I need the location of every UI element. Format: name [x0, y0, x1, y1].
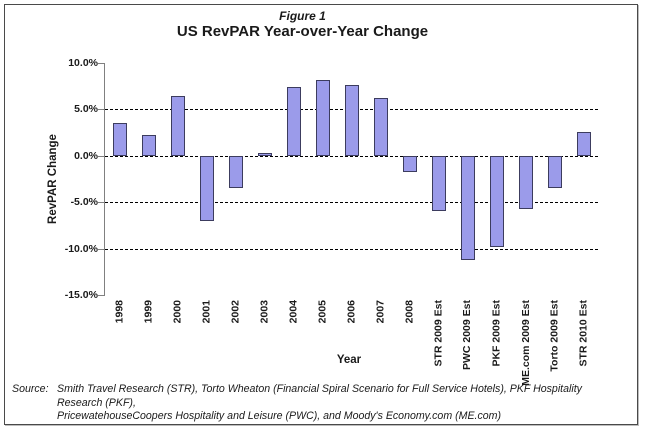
y-axis-tick — [98, 63, 104, 64]
y-axis-title: RevPAR Change — [47, 134, 59, 224]
x-axis-label: 2008 — [403, 300, 416, 324]
x-axis-label: 2005 — [316, 300, 329, 324]
bar-2000 — [170, 95, 185, 156]
x-axis-label: 1999 — [142, 300, 155, 324]
x-axis-label: 2004 — [287, 300, 300, 324]
x-axis-label: 2002 — [229, 300, 242, 324]
x-axis-title: Year — [336, 354, 362, 366]
y-axis-tick — [98, 249, 104, 250]
bar-1999 — [141, 135, 156, 156]
bar-pwc-2009-est — [460, 155, 475, 260]
x-axis-label: STR 2010 Est — [577, 300, 590, 367]
y-axis-tick-label: 0.0% — [74, 150, 98, 162]
gridline — [105, 249, 598, 250]
x-axis-label: 2007 — [374, 300, 387, 324]
gridline — [105, 202, 598, 203]
x-axis-label: 2000 — [171, 300, 184, 324]
source-line-1: Smith Travel Research (STR), Torto Wheat… — [57, 383, 582, 409]
bar-2002 — [228, 155, 243, 189]
x-axis-label: STR 2009 Est — [432, 300, 445, 367]
x-axis-label: 2006 — [345, 300, 358, 324]
y-axis-tick — [98, 202, 104, 203]
source-note: Source: Smith Travel Research (STR), Tor… — [12, 383, 612, 424]
bar-2008 — [402, 155, 417, 173]
x-axis-label: 2003 — [258, 300, 271, 324]
y-axis-tick — [98, 295, 104, 296]
x-axis-label: PWC 2009 Est — [461, 300, 474, 371]
bar-me-com-2009-est — [518, 155, 533, 209]
gridline — [105, 156, 598, 157]
bar-pkf-2009-est — [489, 155, 504, 247]
bar-2005 — [315, 79, 330, 156]
bar-torto-2009-est — [547, 155, 562, 189]
x-axis-label: 2001 — [200, 300, 213, 324]
y-axis-tick — [98, 109, 104, 110]
source-text: Smith Travel Research (STR), Torto Wheat… — [57, 383, 612, 424]
source-line-2: PricewatehouseCoopers Hospitality and Le… — [57, 410, 501, 422]
x-axis-label: 1998 — [113, 300, 126, 324]
bar-2006 — [344, 85, 359, 156]
chart-title: US RevPAR Year-over-Year Change — [176, 23, 429, 40]
y-axis-tick-label: 5.0% — [74, 103, 98, 115]
y-axis-tick-label: -15.0% — [64, 289, 98, 301]
y-axis-line — [104, 63, 105, 296]
x-axis-label: PKF 2009 Est — [490, 300, 503, 367]
y-axis-tick-label: -10.0% — [64, 243, 98, 255]
figure-label: Figure 1 — [279, 9, 326, 23]
bar-2007 — [373, 98, 388, 156]
x-axis-label: Torto 2009 Est — [548, 300, 561, 372]
bar-2003 — [257, 153, 272, 156]
source-label: Source: — [12, 383, 49, 395]
bar-2004 — [286, 87, 301, 156]
figure-frame — [4, 4, 638, 425]
y-axis-tick-label: 10.0% — [68, 57, 98, 69]
y-axis-tick — [98, 156, 104, 157]
bar-str-2010-est — [576, 131, 591, 156]
bar-str-2009-est — [431, 155, 446, 211]
x-axis-label: ME.com 2009 Est — [519, 300, 532, 386]
y-axis-tick-label: -5.0% — [70, 196, 98, 208]
bar-1998 — [112, 123, 127, 156]
bar-2001 — [199, 155, 214, 221]
